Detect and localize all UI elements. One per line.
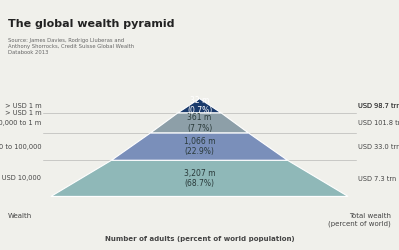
Polygon shape [111, 133, 287, 160]
Text: USD 100,000 to 1 m: USD 100,000 to 1 m [0, 120, 41, 126]
Text: Wealth: Wealth [8, 214, 32, 220]
Text: USD 101.8 trn (42.3%): USD 101.8 trn (42.3%) [358, 120, 399, 126]
Text: 1,066 m
(22.9%): 1,066 m (22.9%) [184, 137, 215, 156]
Text: 3,207 m
(68.7%): 3,207 m (68.7%) [184, 169, 215, 188]
Text: Source: James Davies, Rodrigo Lluberas and
Anthony Shorrocks, Credit Suisse Glob: Source: James Davies, Rodrigo Lluberas a… [8, 38, 134, 55]
Text: USD 98.7 trn (41.0%): USD 98.7 trn (41.0%) [358, 102, 399, 109]
Text: USD 10,000 to 100,000: USD 10,000 to 100,000 [0, 144, 41, 150]
Polygon shape [178, 98, 221, 113]
Polygon shape [151, 113, 248, 133]
Text: < USD 10,000: < USD 10,000 [0, 175, 41, 181]
Text: 32 m
(0.7%): 32 m (0.7%) [187, 96, 212, 116]
Text: > USD 1 m: > USD 1 m [4, 110, 41, 116]
Text: Number of adults (percent of world population): Number of adults (percent of world popul… [105, 236, 294, 242]
Text: Total wealth
(percent of world): Total wealth (percent of world) [328, 214, 391, 227]
Text: 361 m
(7.7%): 361 m (7.7%) [187, 113, 212, 132]
Text: > USD 1 m: > USD 1 m [4, 103, 41, 109]
Polygon shape [51, 160, 348, 196]
Text: USD 33.0 trn (13.7%): USD 33.0 trn (13.7%) [358, 143, 399, 150]
Text: USD 98.7 trn (41.0%): USD 98.7 trn (41.0%) [358, 102, 399, 109]
Text: USD 7.3 trn (3.0%): USD 7.3 trn (3.0%) [358, 175, 399, 182]
Text: The global wealth pyramid: The global wealth pyramid [8, 19, 174, 29]
